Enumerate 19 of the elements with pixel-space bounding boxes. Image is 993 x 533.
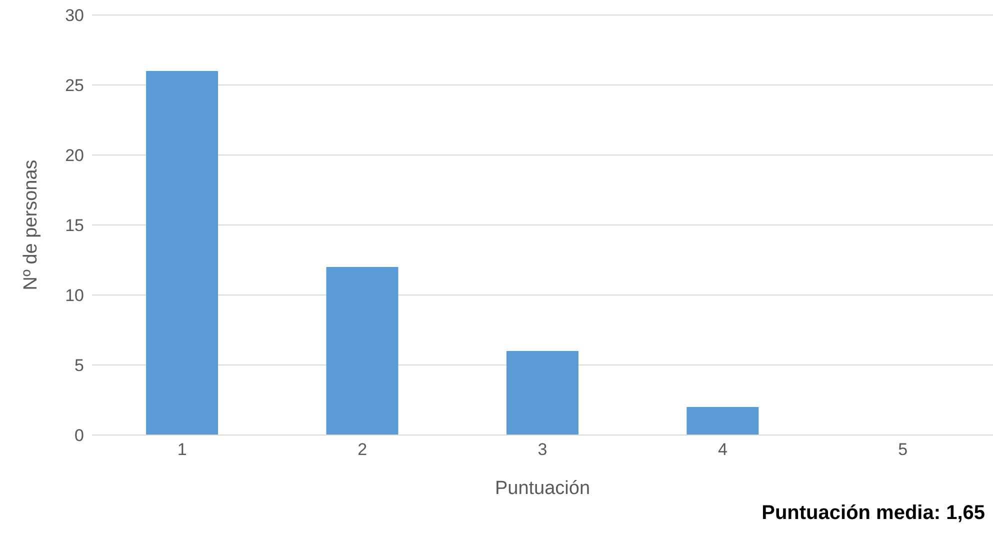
y-tick-label: 25: [65, 76, 84, 96]
y-tick-label: 0: [74, 426, 84, 446]
y-tick-label: 15: [65, 216, 84, 236]
x-tick-label: 4: [718, 440, 728, 460]
y-tick-label: 10: [65, 286, 84, 306]
x-tick-label: 1: [177, 440, 187, 460]
x-tick-label: 5: [898, 440, 908, 460]
y-tick-label: 30: [65, 6, 84, 26]
y-tick-label: 5: [74, 356, 84, 376]
bar: [686, 407, 759, 435]
x-tick-label: 3: [538, 440, 548, 460]
x-tick-label: 2: [358, 440, 368, 460]
bar: [146, 71, 218, 435]
x-axis-title: Puntuación: [494, 478, 590, 499]
bar: [506, 351, 578, 435]
y-axis-title: Nº de personas: [20, 160, 42, 290]
bar: [326, 267, 398, 435]
text: Puntuación media: 1,65: [762, 502, 985, 525]
y-tick-label: 20: [65, 146, 84, 166]
